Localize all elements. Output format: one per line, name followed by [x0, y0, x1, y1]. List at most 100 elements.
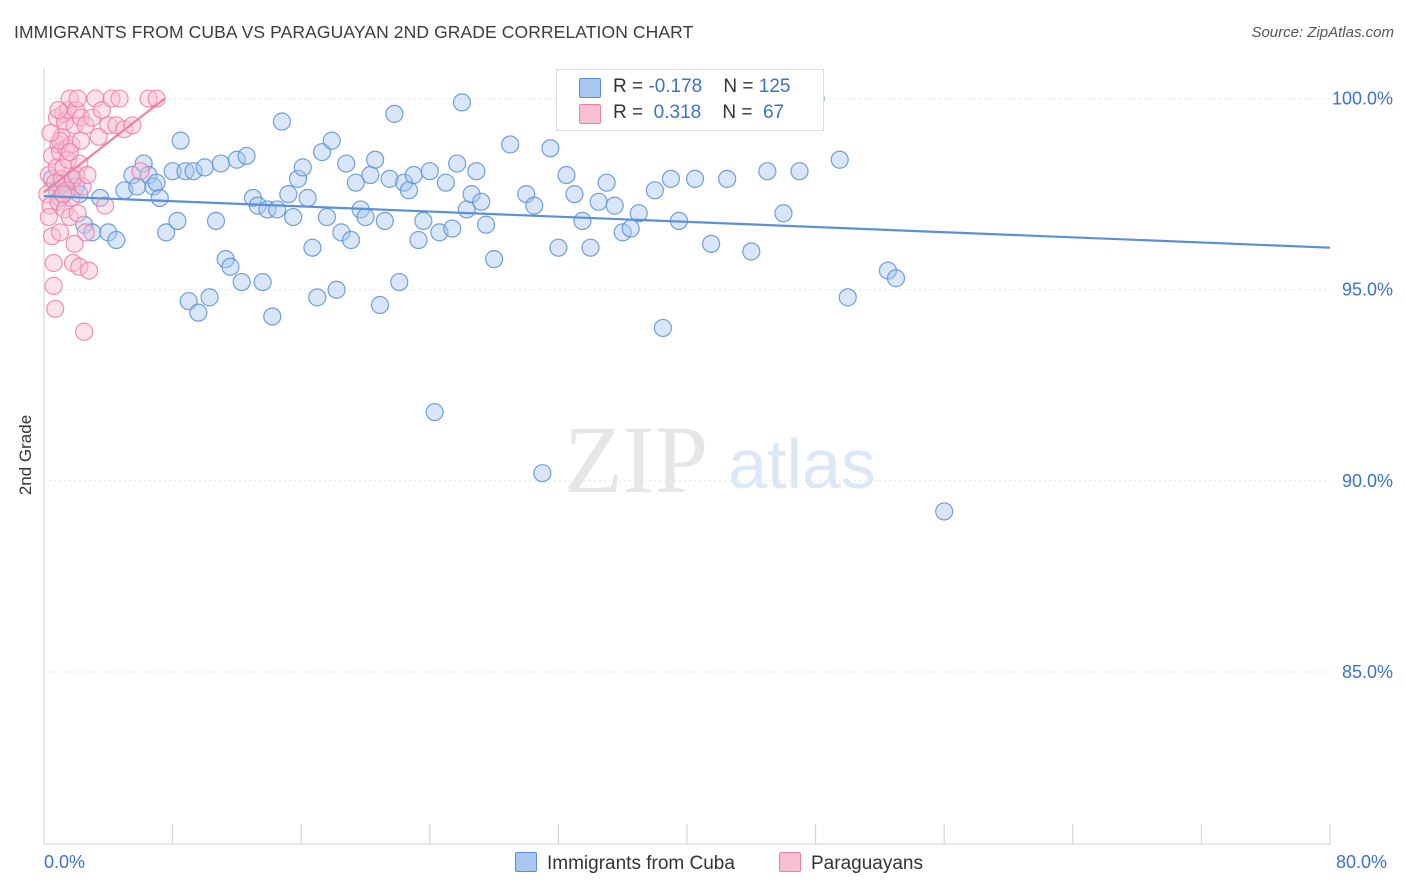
y-tick-label: 90.0% [1342, 471, 1393, 491]
bottom-legend-label-cuba: Immigrants from Cuba [547, 853, 735, 874]
point-cuba [128, 177, 147, 196]
point-cuba [597, 173, 616, 192]
point-cuba [621, 219, 640, 238]
point-paraguayan [44, 276, 63, 295]
point-cuba [409, 230, 428, 250]
point-paraguayan [86, 89, 105, 108]
chart-title: IMMIGRANTS FROM CUBA VS PARAGUAYAN 2ND G… [14, 22, 694, 42]
point-cuba [838, 288, 857, 307]
point-paraguayan [95, 196, 115, 215]
point-cuba [184, 162, 203, 181]
point-paraguayan [110, 89, 129, 108]
point-paraguayan [75, 322, 94, 341]
point-cuba [467, 162, 486, 181]
point-cuba [790, 162, 809, 181]
point-cuba [565, 185, 584, 204]
bottom-legend-label-paraguayans: Paraguayans [811, 853, 923, 874]
point-paraguayan [39, 207, 58, 227]
point-cuba [267, 200, 287, 219]
point-paraguayan [44, 253, 63, 273]
legend-n-value: 125 [758, 76, 791, 97]
point-cuba [356, 207, 375, 227]
point-cuba [533, 464, 552, 483]
bottom-legend-cuba: Immigrants from Cuba [515, 852, 735, 875]
legend-n-label: N = [722, 102, 758, 123]
point-cuba [501, 135, 520, 154]
point-paraguayan [59, 150, 78, 169]
legend-swatch-cuba [579, 78, 601, 98]
point-paraguayan [62, 135, 81, 154]
point-cuba [390, 272, 409, 292]
point-paraguayan [83, 108, 102, 127]
point-cuba [298, 188, 317, 208]
point-cuba [195, 158, 214, 177]
point-cuba [284, 207, 303, 227]
point-cuba [327, 280, 346, 299]
point-cuba [317, 207, 337, 227]
y-tick-labels: 100.0% 95.0% 90.0% 85.0% [1332, 89, 1393, 682]
point-cuba [629, 204, 648, 223]
point-paraguayan [46, 299, 65, 318]
point-cuba [171, 131, 190, 150]
legend-r-value: -0.178 [648, 76, 703, 97]
point-paraguayan [68, 204, 87, 223]
legend-n-label: N = [723, 76, 759, 97]
point-cuba [645, 181, 664, 200]
y-tick-label: 100.0% [1332, 89, 1393, 109]
point-cuba [361, 165, 380, 185]
point-cuba [157, 223, 176, 242]
point-cuba [211, 154, 230, 173]
point-cuba [443, 219, 462, 238]
point-cuba [573, 211, 592, 231]
point-cuba [189, 303, 208, 322]
point-cuba [206, 211, 226, 231]
legend-n-value: 67 [757, 102, 785, 123]
point-cuba [279, 185, 298, 204]
point-cuba [221, 257, 240, 276]
point-paraguayan [41, 123, 60, 143]
point-paraguayan [60, 142, 79, 162]
point-cuba [332, 223, 351, 242]
point-cuba [452, 93, 472, 112]
point-paraguayan [49, 100, 68, 120]
legend-r-value: 0.318 [648, 102, 702, 123]
legend-r-label: R = [613, 76, 649, 97]
point-paraguayan [78, 165, 97, 185]
point-cuba [322, 131, 341, 150]
trend-line-paraguayans [43, 97, 166, 194]
point-cuba [886, 269, 906, 288]
point-cuba [420, 162, 439, 181]
point-cuba [685, 169, 705, 188]
watermark-zip: ZIP [564, 406, 708, 513]
y-tick-label: 85.0% [1342, 662, 1393, 682]
legend-swatch-paraguayans [579, 104, 601, 124]
point-cuba [549, 238, 568, 257]
trend-line-cuba [43, 194, 1331, 249]
point-paraguayan [50, 223, 70, 242]
point-cuba [525, 196, 544, 215]
point-cuba [414, 211, 433, 231]
point-cuba [341, 230, 361, 250]
gridlines [44, 98, 1330, 673]
point-cuba [661, 169, 681, 188]
bottom-legend-paraguayans: Paraguayans [779, 852, 923, 875]
point-cuba [448, 154, 467, 173]
legend-r-label: R = [613, 102, 649, 123]
bottom-legend-swatch-paraguayans [779, 852, 801, 872]
point-cuba [293, 158, 312, 177]
point-paraguayan [65, 234, 84, 253]
point-cuba [425, 402, 444, 422]
point-cuba [589, 192, 608, 211]
point-paraguayan [76, 223, 95, 242]
point-paraguayan [79, 261, 99, 280]
point-cuba [702, 234, 721, 253]
axes [43, 68, 1331, 845]
point-cuba [605, 196, 624, 215]
y-tick-label: 95.0% [1342, 280, 1393, 300]
point-cuba [935, 502, 954, 521]
zipatlas-watermark: ZIP atlas [564, 406, 876, 513]
point-cuba [830, 150, 849, 169]
point-cuba [399, 181, 419, 200]
point-cuba [436, 173, 455, 192]
